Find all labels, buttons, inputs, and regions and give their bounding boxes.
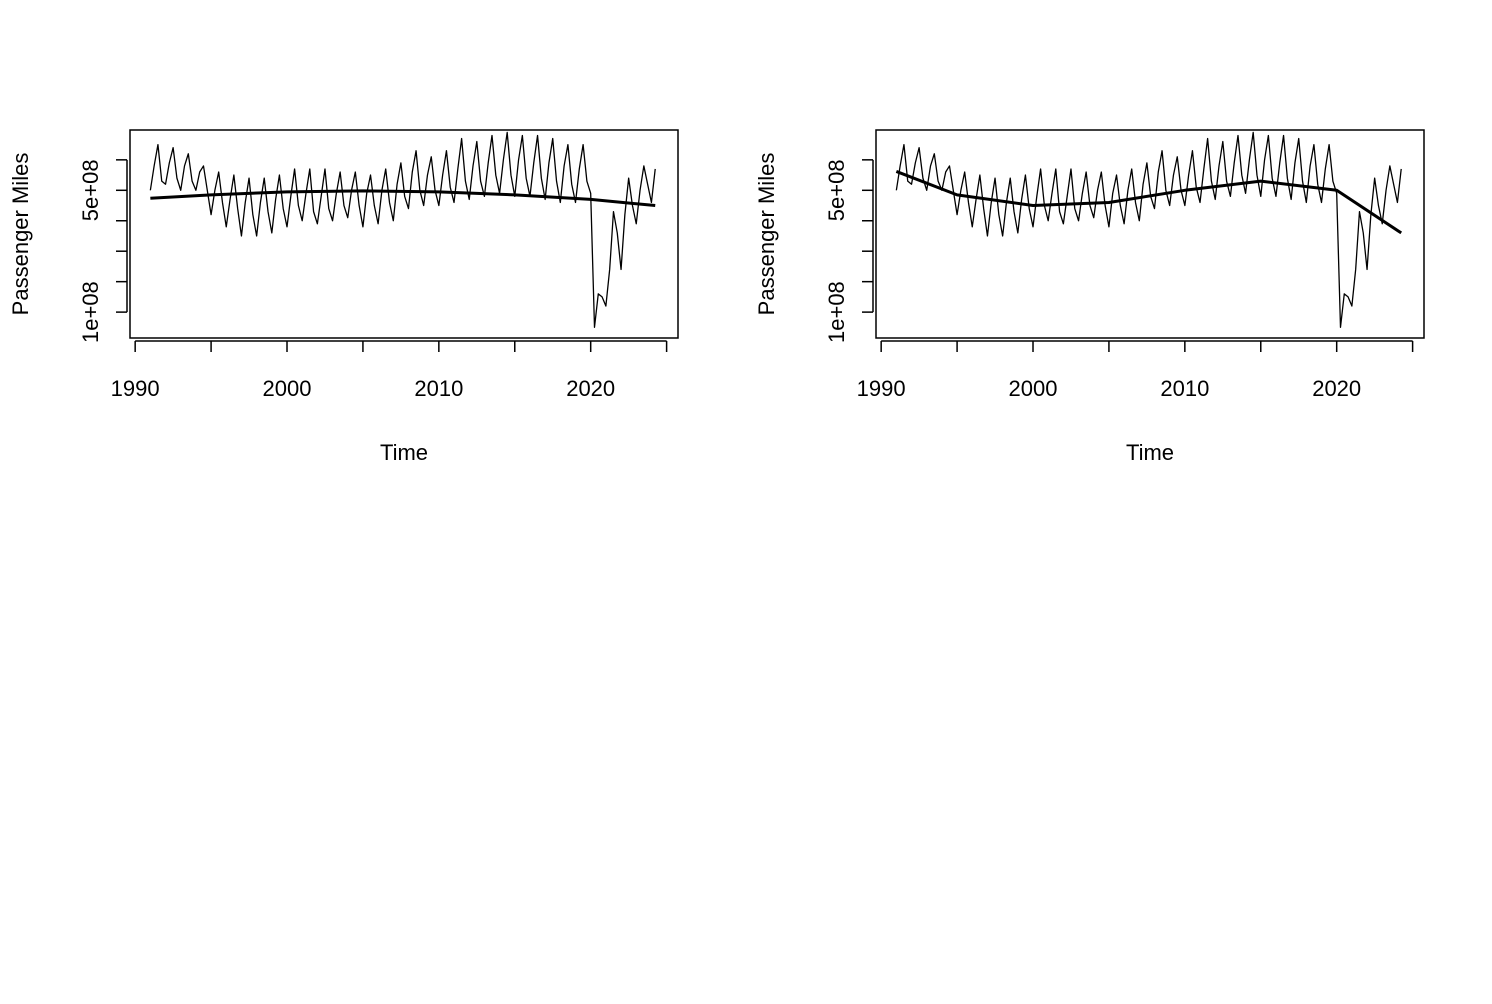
x-axis-label: Time bbox=[1126, 440, 1174, 465]
series-line bbox=[149, 131, 656, 328]
y-tick-label: 1e+08 bbox=[824, 281, 849, 343]
y-axis-label: Passenger Miles bbox=[8, 153, 33, 316]
x-tick-label: 2010 bbox=[414, 376, 463, 401]
plot-box bbox=[129, 129, 679, 339]
x-tick-label: 2020 bbox=[1312, 376, 1361, 401]
y-axis-label: Passenger Miles bbox=[754, 153, 779, 316]
x-tick-label: 2010 bbox=[1160, 376, 1209, 401]
x-tick-label: 2000 bbox=[263, 376, 312, 401]
x-axis-label: Time bbox=[380, 440, 428, 465]
x-tick-label: 2020 bbox=[566, 376, 615, 401]
trend-line bbox=[895, 170, 1403, 235]
series-line bbox=[895, 131, 1402, 328]
x-tick-label: 1990 bbox=[111, 376, 160, 401]
x-tick-label: 2000 bbox=[1009, 376, 1058, 401]
x-tick-label: 1990 bbox=[857, 376, 906, 401]
plot-box bbox=[875, 129, 1425, 339]
y-tick-label: 5e+08 bbox=[824, 159, 849, 221]
y-tick-label: 5e+08 bbox=[78, 159, 103, 221]
trend-line bbox=[150, 189, 656, 208]
y-tick-label: 1e+08 bbox=[78, 281, 103, 343]
